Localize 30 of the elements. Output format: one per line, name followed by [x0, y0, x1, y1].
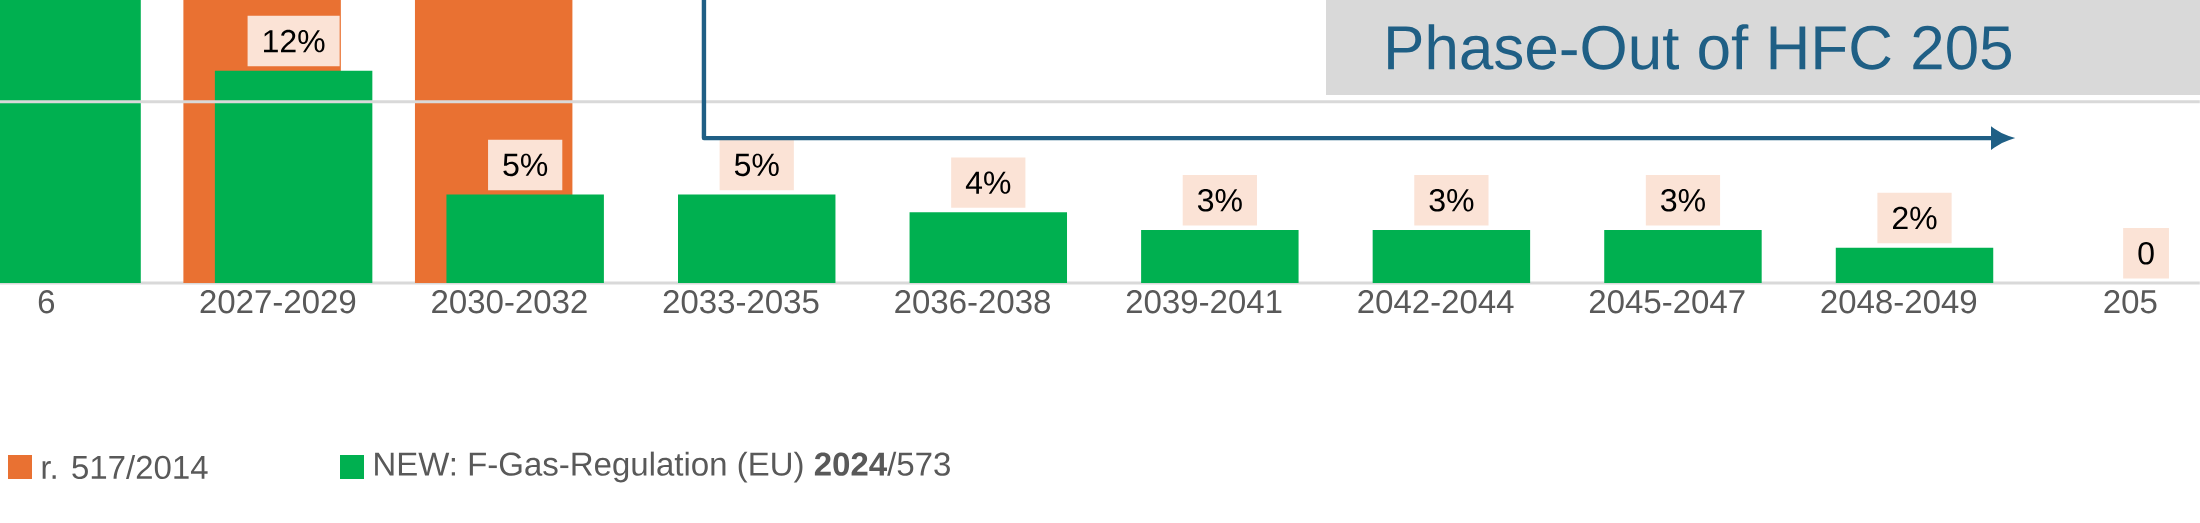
x-tick-label: 205 [2104, 290, 2157, 314]
data-label: 4% [965, 171, 1011, 194]
x-tick-label: 2045-2047 [1589, 290, 1745, 314]
x-tick-label: 2030-2032 [432, 290, 587, 314]
bar [1835, 247, 1994, 283]
data-label: 3% [1197, 188, 1242, 212]
bar [678, 194, 836, 283]
bar [446, 194, 604, 283]
x-tick-label: 2048-2049 [1821, 290, 1977, 314]
data-label: 5% [734, 153, 779, 177]
bar [909, 212, 1068, 283]
x-tick-label: 6 [38, 290, 55, 314]
legend-label: r. 517/2014 [42, 454, 208, 480]
legend-label: NEW: F-Gas-Regulation (EU) 2024/573 [375, 451, 950, 483]
bar [1372, 229, 1531, 283]
data-label: 5% [503, 153, 548, 177]
bar [214, 70, 373, 283]
data-label: 2% [1893, 206, 1937, 230]
bar [1141, 229, 1299, 283]
x-tick-label: 2039-2041 [1126, 290, 1282, 314]
data-label: 0 [2138, 241, 2154, 265]
x-tick-label: 2027-2029 [200, 290, 356, 314]
x-tick-label: 2042-2044 [1358, 290, 1514, 314]
x-tick-label: 2033-2035 [663, 290, 819, 314]
bar [1604, 229, 1762, 283]
data-label: 3% [1429, 188, 1474, 212]
x-tick-label: 2036-2038 [895, 290, 1050, 314]
data-label: 12% [264, 29, 325, 53]
data-label: 3% [1661, 188, 1705, 212]
chart-title: Phase-Out of HFC 205 [1388, 24, 2011, 70]
